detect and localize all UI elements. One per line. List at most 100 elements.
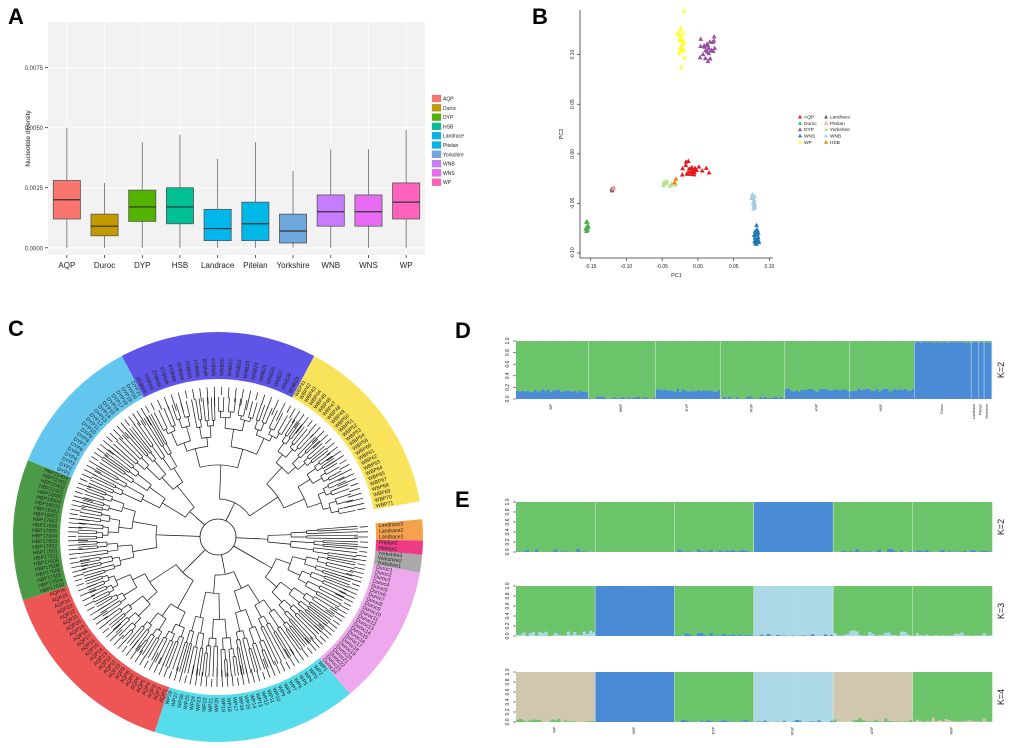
tree-branch — [221, 554, 225, 567]
ancestry-bar-major — [519, 672, 523, 719]
ancestry-bar-major — [734, 586, 739, 636]
ancestry-bar-major — [754, 586, 758, 636]
tree-branch — [178, 611, 186, 626]
ancestry-bar-green — [971, 341, 975, 343]
ancestry-bar-major — [830, 672, 834, 721]
tree-branch — [266, 648, 275, 666]
tree-branch — [321, 596, 340, 608]
tree-branch — [201, 415, 203, 420]
ancestry-bar-major — [868, 502, 872, 552]
ancestry-bar-green — [741, 341, 744, 399]
ancestry-bar-major — [928, 672, 933, 722]
tree-arc — [116, 477, 119, 480]
ancestry-bar-major — [769, 672, 774, 722]
ancestry-bar-green — [518, 341, 522, 392]
ancestry-bar-green — [932, 341, 936, 343]
legend-swatch — [431, 104, 442, 112]
tree-branch — [290, 531, 307, 534]
ancestry-bar-blue — [831, 390, 835, 399]
tree-branch — [99, 462, 123, 478]
ancestry-bar-major — [823, 586, 828, 635]
tree-branch — [110, 617, 123, 628]
y-tick-label: 1.0 — [505, 582, 511, 589]
tree-branch — [269, 622, 276, 633]
ancestry-bar-major — [728, 672, 733, 722]
ancestry-bar-blue — [797, 391, 801, 399]
ancestry-bar-minor — [899, 550, 904, 552]
tree-branch — [313, 551, 329, 555]
ancestry-bar-minor — [925, 549, 929, 552]
tree-branch — [322, 455, 333, 464]
ancestry-bar-major — [588, 502, 593, 552]
tree-arc — [135, 612, 141, 619]
tree-branch — [185, 400, 190, 413]
ancestry-bar-blue — [772, 397, 775, 399]
ancestry-bar-major — [779, 672, 783, 722]
ancestry-bar-minor — [982, 718, 986, 722]
leaf-label: HBP17603 — [32, 539, 57, 546]
ancestry-bar-minor — [579, 551, 583, 552]
ancestry-bar-major — [944, 586, 948, 636]
tree-branch — [206, 420, 208, 427]
tree-branch — [94, 511, 103, 514]
ancestry-bar-green — [658, 341, 662, 390]
ancestry-bar-major — [674, 586, 679, 636]
ancestry-bar-major — [826, 502, 831, 552]
tree-branch — [133, 457, 139, 462]
ancestry-bar-major — [614, 672, 618, 722]
ancestry-bar-major — [573, 586, 577, 633]
tree-branch — [136, 422, 149, 439]
tree-branch — [101, 560, 113, 564]
tree-branch — [332, 476, 345, 483]
ancestry-bar-major — [601, 586, 606, 636]
tree-arc — [220, 416, 231, 419]
tree-arc — [199, 464, 238, 469]
ancestry-bar-major — [639, 586, 644, 636]
ancestry-bar-major — [566, 502, 571, 552]
tree-branch — [97, 508, 103, 511]
ancestry-bar-minor — [731, 549, 736, 552]
tree-branch — [160, 436, 166, 445]
tree-branch — [102, 591, 109, 595]
ancestry-bar-major — [633, 672, 637, 722]
tree-branch — [78, 522, 99, 526]
ancestry-bar-blue — [728, 396, 732, 399]
ancestry-bar-major — [665, 502, 669, 552]
tree-branch — [312, 477, 323, 484]
ancestry-bar-minor — [811, 634, 815, 636]
ancestry-bar-major — [677, 586, 682, 636]
ancestry-bar-major — [623, 502, 628, 552]
tree-arc — [135, 461, 139, 465]
ancestry-bar-major — [576, 586, 580, 636]
tree-branch — [290, 635, 301, 651]
tree-branch — [293, 439, 299, 446]
tree-branch — [176, 485, 195, 508]
tree-branch — [329, 546, 358, 550]
tree-branch — [328, 462, 338, 469]
tree-arc — [150, 445, 154, 448]
ancestry-bar-major — [519, 586, 523, 635]
ancestry-bar-blue — [893, 388, 897, 399]
ancestry-bar-major — [630, 502, 634, 552]
tree-branch — [263, 655, 269, 668]
tree-branch — [317, 591, 324, 595]
tree-branch — [310, 601, 319, 608]
ancestry-bar-major — [630, 586, 634, 636]
tree-branch — [241, 420, 245, 431]
ancestry-bar-green — [813, 341, 817, 391]
ancestry-bar-major — [874, 502, 879, 552]
tree-branch — [285, 661, 291, 669]
tree-arc — [292, 463, 299, 470]
ancestry-bar-minor — [919, 721, 923, 722]
ancestry-bar-major — [649, 672, 653, 722]
ancestry-bar-major — [849, 586, 853, 631]
tree-branch — [174, 414, 178, 420]
leaf-label: Landrace2 — [379, 528, 404, 535]
ancestry-bar-minor — [585, 721, 590, 722]
leaf-label: AQP4 — [141, 681, 152, 696]
ancestry-bar-minor — [522, 720, 526, 722]
pca-point-wns — [752, 228, 758, 234]
tree-branch — [200, 617, 204, 634]
tree-branch — [118, 626, 129, 637]
leaf-label: Pitelan2 — [379, 540, 398, 547]
